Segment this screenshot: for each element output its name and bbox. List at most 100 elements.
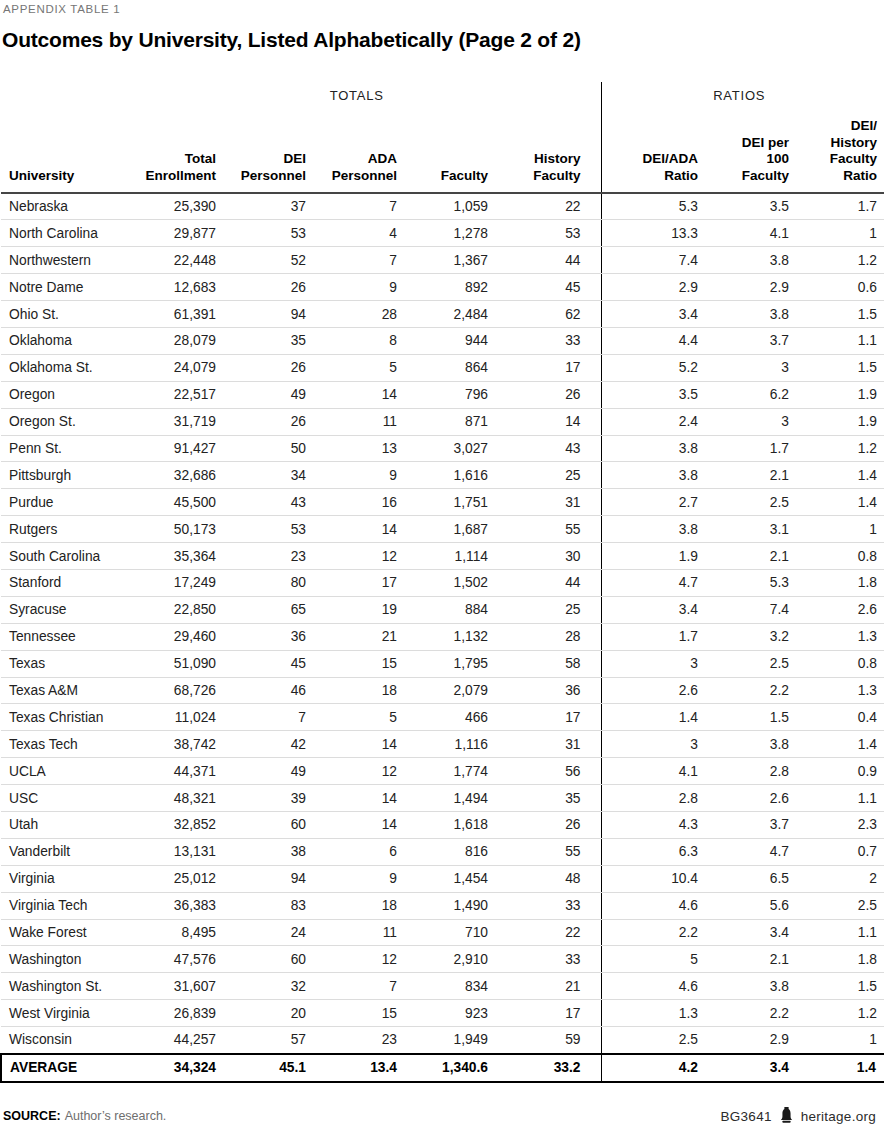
cell-dei-personnel: 45 [219, 650, 309, 677]
cell-dei-ada-ratio: 2.7 [601, 489, 701, 516]
cell-ada-personnel: 12 [309, 946, 400, 973]
cell-dei-personnel: 49 [219, 381, 309, 408]
column-header-dei-personnel: DEI Personnel [219, 112, 309, 193]
cell-history-faculty: 43 [491, 435, 601, 462]
cell-dei-personnel: 43 [219, 489, 309, 516]
cell-dei-ada-ratio: 2.4 [601, 408, 701, 435]
cell-university: West Virginia [1, 1000, 133, 1027]
cell-total-enrollment: 31,607 [133, 973, 219, 1000]
cell-university: Oregon [1, 381, 133, 408]
cell-dei-per-100-faculty: 2.1 [701, 946, 792, 973]
cell-total-enrollment: 45,500 [133, 489, 219, 516]
cell-university: Texas [1, 650, 133, 677]
cell-dei-ada-ratio: 2.8 [601, 785, 701, 812]
cell-university: Notre Dame [1, 274, 133, 301]
cell-dei-per-100-faculty: 2.1 [701, 543, 792, 570]
column-header-university: University [1, 112, 133, 193]
cell-faculty: 1,687 [400, 516, 491, 543]
table-row: Washington47,57660122,9103352.11.8 [1, 946, 884, 973]
cell-university: Virginia [1, 865, 133, 892]
cell-dei-personnel: 32 [219, 973, 309, 1000]
cell-faculty: 1,618 [400, 811, 491, 838]
cell-total-enrollment: 61,391 [133, 301, 219, 328]
table-row: Texas Christian11,02475466171.41.50.4 [1, 704, 884, 731]
cell-dei-history-faculty-ratio: 1.4 [792, 489, 884, 516]
cell-history-faculty: 21 [491, 973, 601, 1000]
cell-dei-ada-ratio: 2.6 [601, 677, 701, 704]
cell-total-enrollment: 48,321 [133, 785, 219, 812]
table-row: Syracuse22,8506519884253.47.42.6 [1, 596, 884, 623]
cell-dei-ada-ratio: 4.6 [601, 973, 701, 1000]
cell-dei-personnel: 45.1 [219, 1054, 309, 1082]
cell-history-faculty: 17 [491, 1000, 601, 1027]
cell-university: Texas Christian [1, 704, 133, 731]
source-text: Author’s research. [65, 1109, 167, 1123]
cell-faculty: 944 [400, 327, 491, 354]
cell-faculty: 892 [400, 274, 491, 301]
cell-ada-personnel: 5 [309, 704, 400, 731]
cell-dei-ada-ratio: 13.3 [601, 220, 701, 247]
cell-dei-per-100-faculty: 1.5 [701, 704, 792, 731]
cell-total-enrollment: 13,131 [133, 838, 219, 865]
cell-total-enrollment: 51,090 [133, 650, 219, 677]
cell-dei-ada-ratio: 3.5 [601, 381, 701, 408]
cell-dei-per-100-faculty: 3.7 [701, 327, 792, 354]
cell-total-enrollment: 11,024 [133, 704, 219, 731]
cell-faculty: 1,490 [400, 892, 491, 919]
cell-dei-history-faculty-ratio: 1.5 [792, 301, 884, 328]
cell-ada-personnel: 13 [309, 435, 400, 462]
cell-faculty: 1,494 [400, 785, 491, 812]
cell-faculty: 2,079 [400, 677, 491, 704]
cell-history-faculty: 33.2 [491, 1054, 601, 1082]
table-row: Virginia Tech36,38383181,490334.65.62.5 [1, 892, 884, 919]
cell-dei-personnel: 65 [219, 596, 309, 623]
cell-total-enrollment: 91,427 [133, 435, 219, 462]
cell-dei-ada-ratio: 1.4 [601, 704, 701, 731]
cell-dei-per-100-faculty: 2.6 [701, 785, 792, 812]
cell-ada-personnel: 5 [309, 354, 400, 381]
cell-history-faculty: 17 [491, 354, 601, 381]
column-header-total-enrollment: Total Enrollment [133, 112, 219, 193]
cell-dei-history-faculty-ratio: 1.7 [792, 193, 884, 220]
cell-ada-personnel: 18 [309, 892, 400, 919]
cell-faculty: 3,027 [400, 435, 491, 462]
cell-history-faculty: 33 [491, 946, 601, 973]
cell-total-enrollment: 17,249 [133, 569, 219, 596]
cell-dei-history-faculty-ratio: 2 [792, 865, 884, 892]
cell-faculty: 1,454 [400, 865, 491, 892]
group-header-totals: TOTALS [133, 82, 601, 112]
cell-dei-personnel: 26 [219, 408, 309, 435]
group-header-ratios: RATIOS [601, 82, 884, 112]
cell-ada-personnel: 9 [309, 462, 400, 489]
cell-ada-personnel: 7 [309, 193, 400, 220]
cell-total-enrollment: 31,719 [133, 408, 219, 435]
cell-total-enrollment: 28,079 [133, 327, 219, 354]
cell-dei-ada-ratio: 4.1 [601, 758, 701, 785]
cell-university: Rutgers [1, 516, 133, 543]
cell-history-faculty: 33 [491, 892, 601, 919]
cell-dei-history-faculty-ratio: 1.1 [792, 919, 884, 946]
cell-dei-per-100-faculty: 4.7 [701, 838, 792, 865]
column-header-faculty: Faculty [400, 112, 491, 193]
cell-dei-personnel: 49 [219, 758, 309, 785]
cell-history-faculty: 22 [491, 919, 601, 946]
cell-history-faculty: 59 [491, 1027, 601, 1054]
cell-faculty: 884 [400, 596, 491, 623]
cell-ada-personnel: 6 [309, 838, 400, 865]
table-row: Pittsburgh32,6863491,616253.82.11.4 [1, 462, 884, 489]
cell-ada-personnel: 9 [309, 865, 400, 892]
cell-total-enrollment: 44,371 [133, 758, 219, 785]
cell-ada-personnel: 28 [309, 301, 400, 328]
table-row: West Virginia26,8392015923171.32.21.2 [1, 1000, 884, 1027]
source-note: SOURCE:Author’s research. [3, 1109, 166, 1123]
cell-dei-history-faculty-ratio: 1.8 [792, 569, 884, 596]
cell-dei-history-faculty-ratio: 2.5 [792, 892, 884, 919]
table-row: Texas A&M68,72646182,079362.62.21.3 [1, 677, 884, 704]
cell-dei-personnel: 50 [219, 435, 309, 462]
table-row: Tennessee29,46036211,132281.73.21.3 [1, 623, 884, 650]
cell-total-enrollment: 22,517 [133, 381, 219, 408]
cell-total-enrollment: 12,683 [133, 274, 219, 301]
column-header-row: UniversityTotal EnrollmentDEI PersonnelA… [1, 112, 884, 193]
average-row: AVERAGE34,32445.113.41,340.633.24.23.41.… [1, 1054, 884, 1082]
cell-faculty: 1,795 [400, 650, 491, 677]
